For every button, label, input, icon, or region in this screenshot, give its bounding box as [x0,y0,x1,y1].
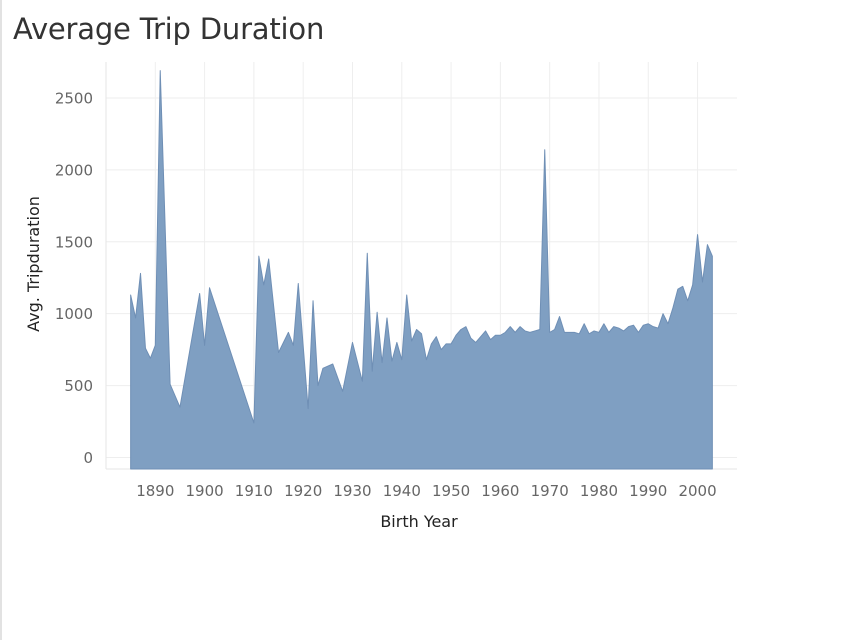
x-tick-label: 1980 [580,482,618,500]
x-tick-label: 1940 [383,482,421,500]
y-tick-label: 2500 [55,89,93,107]
x-axis-ticks: 1890 1900 1910 1920 1930 1940 1950 1960 1970 1980… [136,482,716,500]
y-axis-ticks: 0 500 1000 1500 2000 2500 [55,89,93,467]
x-tick-label: 1890 [136,482,174,500]
x-tick-label: 1930 [333,482,371,500]
x-tick-label: 1990 [629,482,667,500]
area-series [130,70,713,470]
plot-area [130,70,713,470]
y-tick-label: 1000 [55,305,93,323]
x-tick-label: 1950 [432,482,470,500]
x-tick-label: 1960 [481,482,519,500]
y-tick-label: 500 [64,377,93,395]
x-axis-title: Birth Year [380,512,458,531]
y-axis-title: Avg. Tripduration [24,196,43,332]
y-tick-label: 1500 [55,233,93,251]
y-tick-label: 0 [83,449,93,467]
window-left-border [0,0,2,640]
y-tick-label: 2000 [55,161,93,179]
x-tick-label: 1900 [186,482,224,500]
x-tick-label: 1920 [284,482,322,500]
chart-title: Average Trip Duration [13,12,325,46]
x-tick-label: 1910 [235,482,273,500]
x-tick-label: 2000 [678,482,716,500]
x-tick-label: 1970 [531,482,569,500]
